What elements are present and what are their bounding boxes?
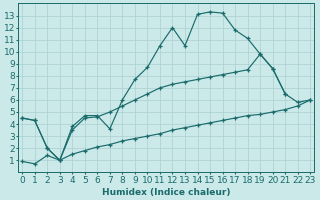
X-axis label: Humidex (Indice chaleur): Humidex (Indice chaleur)	[102, 188, 230, 197]
